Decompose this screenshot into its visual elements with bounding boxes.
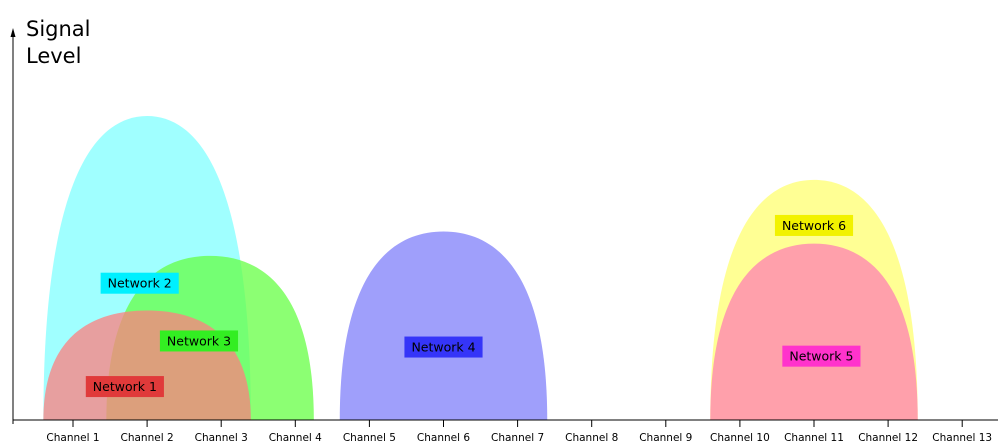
y-axis-label: Signal Level (26, 17, 91, 68)
x-tick-label: Channel 8 (565, 432, 618, 443)
network-label-box (85, 376, 164, 398)
network-labels: Network 2 Network 3 Network 1 Network 4 Netw… (85, 214, 861, 398)
network-label-box (159, 330, 239, 352)
x-tick-label: Channel 3 (195, 432, 248, 443)
x-tick-label: Channel 4 (269, 432, 322, 443)
network-label-1: Network 2 (100, 272, 179, 294)
x-tick-label: Channel 2 (121, 432, 174, 443)
network-label-6: Network 5 (782, 345, 861, 367)
x-tick-label: Channel 10 (710, 432, 770, 443)
network-label-box (100, 272, 179, 294)
network-label-box (782, 345, 861, 367)
x-ticks: Channel 1 Channel 2 Channel 3 Channel 4 Chan… (46, 420, 992, 444)
network-label-2: Network 3 (159, 330, 239, 352)
network-label-5: Network 6 (774, 214, 854, 236)
network-label-4: Network 4 (404, 336, 483, 358)
axes (10, 28, 998, 424)
x-tick-label: Channel 1 (46, 432, 99, 443)
x-tick-label: Channel 13 (932, 432, 992, 443)
network-label-text: Network 1 (93, 379, 157, 394)
y-axis-arrow (10, 28, 16, 37)
network-label-box (404, 336, 483, 358)
network-label-text: Network 4 (411, 340, 475, 355)
network-label-box (774, 214, 854, 236)
x-tick-label: Channel 7 (491, 432, 544, 443)
x-tick-label: Channel 12 (858, 432, 918, 443)
network-label-text: Network 3 (167, 333, 231, 348)
network-area-6 (710, 243, 918, 420)
x-tick-label: Channel 5 (343, 432, 396, 443)
network-label-3: Network 1 (85, 376, 164, 398)
network-label-text: Network 6 (782, 218, 846, 233)
network-label-text: Network 2 (108, 276, 172, 291)
network-label-text: Network 5 (789, 349, 853, 364)
x-tick-label: Channel 9 (639, 432, 692, 443)
x-tick-label: Channel 11 (784, 432, 844, 443)
network-area-4 (339, 231, 548, 420)
x-tick-label: Channel 6 (417, 432, 470, 443)
network-areas (43, 116, 918, 420)
